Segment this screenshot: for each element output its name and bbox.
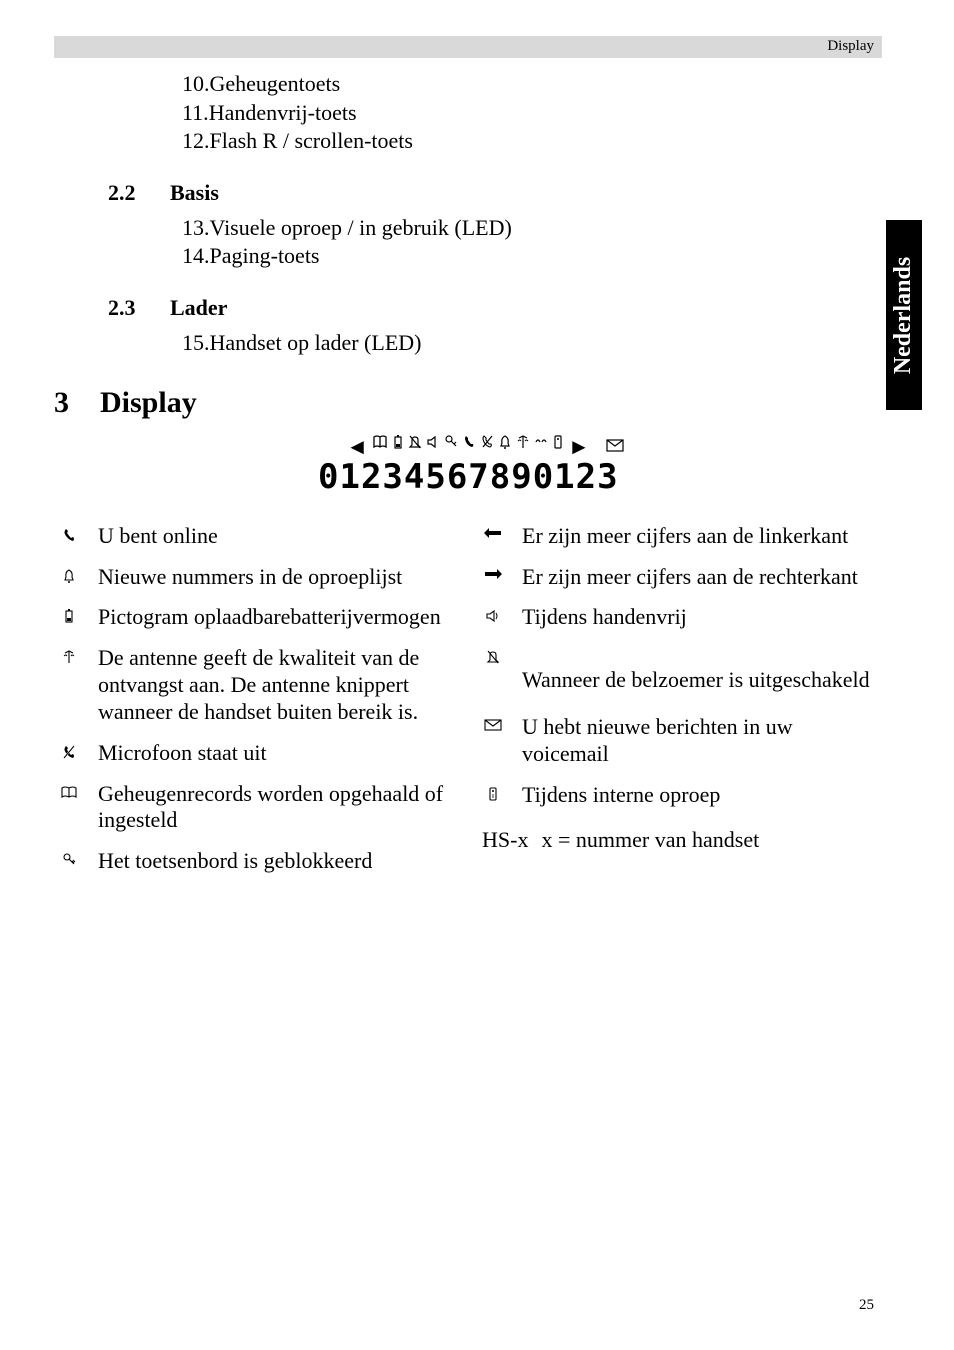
legend-row: Microfoon staat uit xyxy=(54,740,458,767)
chapter-3-heading: 3 Display xyxy=(54,386,882,420)
arrow-right-icon xyxy=(478,564,508,580)
list-item: 13.Visuele oproep / in gebruik (LED) xyxy=(182,214,882,243)
legend-row: Tijdens interne oproep xyxy=(478,782,882,809)
language-tab: Nederlands xyxy=(886,220,922,410)
legend-row: Tijdens handenvrij xyxy=(478,604,882,631)
page: Display Nederlands 10.Geheugentoets 11.H… xyxy=(0,0,954,1350)
legend-row: U hebt nieuwe berichten in uw voicemail xyxy=(478,714,882,768)
running-header: Display xyxy=(827,38,874,55)
mic-off-icon xyxy=(54,740,84,760)
legend-text: Geheugenrecords worden opgehaald of inge… xyxy=(98,781,458,835)
list-2-3: 15.Handset op lader (LED) xyxy=(182,329,882,358)
footnote-label: HS-x xyxy=(482,827,536,853)
legend-text: Pictogram oplaadbarebatterijvermogen xyxy=(98,604,441,631)
chapter-number: 3 xyxy=(54,386,100,420)
key-icon xyxy=(54,848,84,868)
list-item: 14.Paging-toets xyxy=(182,242,882,271)
display-digits-front: 01234567890123 xyxy=(318,462,619,493)
legend-row: De antenne geeft de kwaliteit van de ont… xyxy=(54,645,458,725)
section-title: Lader xyxy=(170,295,227,321)
legend-text: U bent online xyxy=(98,523,218,550)
legend-text: Er zijn meer cijfers aan de linkerkant xyxy=(522,523,848,550)
legend-text: Wanneer de belzoemer is uitgeschakeld xyxy=(522,645,870,694)
legend-row: Nieuwe nummers in de oproeplijst xyxy=(54,564,458,591)
list-item: 11.Handenvrij-toets xyxy=(182,99,882,128)
antenna-icon xyxy=(54,645,84,665)
battery-icon xyxy=(54,604,84,624)
legend-text: Nieuwe nummers in de oproeplijst xyxy=(98,564,402,591)
section-2-2-heading: 2.2 Basis xyxy=(54,180,882,206)
section-number: 2.2 xyxy=(108,180,170,206)
handset-icon xyxy=(54,523,84,543)
legend-row: Het toetsenbord is geblokkeerd xyxy=(54,848,458,875)
arrow-left-icon xyxy=(478,523,508,539)
list-item: 15.Handset op lader (LED) xyxy=(182,329,882,358)
section-2-3-heading: 2.3 Lader xyxy=(54,295,882,321)
display-figure: ◄ ► 01234567890123 xyxy=(318,434,618,493)
list-2-2: 13.Visuele oproep / in gebruik (LED) 14.… xyxy=(182,214,882,271)
legend-row: U bent online xyxy=(54,523,458,550)
footnote-text: x = nummer van handset xyxy=(542,827,760,852)
legend-text: Tijdens handenvrij xyxy=(522,604,687,631)
language-tab-label: Nederlands xyxy=(891,256,918,373)
envelope-icon xyxy=(478,714,508,732)
legend-row: Er zijn meer cijfers aan de rechterkant xyxy=(478,564,882,591)
legend-row: Pictogram oplaadbarebatterijvermogen xyxy=(54,604,458,631)
list-top: 10.Geheugentoets 11.Handenvrij-toets 12.… xyxy=(182,70,882,156)
book-icon xyxy=(54,781,84,799)
legend-row: Wanneer de belzoemer is uitgeschakeld xyxy=(478,645,882,694)
clip-bell-icon xyxy=(54,564,84,584)
page-number: 25 xyxy=(859,1297,874,1314)
legend-text: U hebt nieuwe berichten in uw voicemail xyxy=(522,714,882,768)
legend-text: Microfoon staat uit xyxy=(98,740,267,767)
chapter-title: Display xyxy=(100,386,197,420)
legend-right-column: Er zijn meer cijfers aan de linkerkant E… xyxy=(478,523,882,889)
bell-off-icon xyxy=(478,645,508,665)
legend-left-column: U bent online Nieuwe nummers in de oproe… xyxy=(54,523,458,889)
legend-row: Geheugenrecords worden opgehaald of inge… xyxy=(54,781,458,835)
legend: U bent online Nieuwe nummers in de oproe… xyxy=(54,523,882,889)
speaker-icon xyxy=(478,604,508,624)
legend-text: De antenne geeft de kwaliteit van de ont… xyxy=(98,645,458,725)
envelope-icon xyxy=(325,438,625,454)
legend-text: Er zijn meer cijfers aan de rechterkant xyxy=(522,564,858,591)
content-area: 10.Geheugentoets 11.Handenvrij-toets 12.… xyxy=(54,70,882,889)
section-title: Basis xyxy=(170,180,219,206)
list-item: 10.Geheugentoets xyxy=(182,70,882,99)
legend-row: Er zijn meer cijfers aan de linkerkant xyxy=(478,523,882,550)
legend-text: Tijdens interne oproep xyxy=(522,782,720,809)
footnote: HS-x x = nummer van handset xyxy=(482,827,882,853)
header-bar xyxy=(54,36,882,58)
list-item: 12.Flash R / scrollen-toets xyxy=(182,127,882,156)
intercom-icon xyxy=(478,782,508,802)
section-number: 2.3 xyxy=(108,295,170,321)
legend-text: Het toetsenbord is geblokkeerd xyxy=(98,848,372,875)
